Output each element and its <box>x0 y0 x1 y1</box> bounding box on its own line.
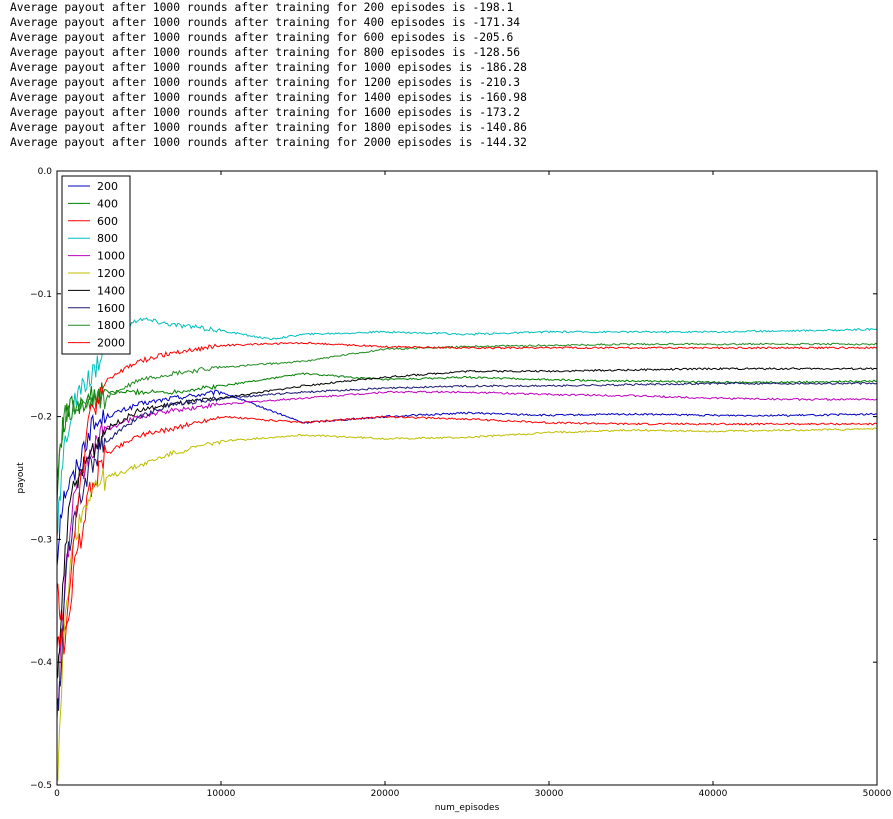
x-tick-label: 0 <box>54 789 60 799</box>
y-tick-label: −0.4 <box>30 658 52 668</box>
y-tick-label: 0.0 <box>38 167 53 177</box>
series-line-1600 <box>56 381 878 711</box>
plot-area <box>56 170 878 786</box>
y-tick-label: −0.5 <box>30 781 52 791</box>
output-line: Average payout after 1000 rounds after t… <box>10 31 514 44</box>
legend-label: 1400 <box>97 284 125 297</box>
x-tick-label: 20000 <box>371 789 400 799</box>
axis-ticks: 0 10000 20000 30000 40000 50000 0.0 −0.1 −0.2 −0.… <box>30 167 891 799</box>
output-line: Average payout after 1000 rounds after t… <box>10 76 521 89</box>
legend-label: 400 <box>97 197 118 210</box>
x-tick-label: 40000 <box>699 789 728 799</box>
series-line-1000 <box>56 390 878 719</box>
x-tick-label: 50000 <box>863 789 892 799</box>
output-line: Average payout after 1000 rounds after t… <box>10 136 527 149</box>
series-line-600 <box>56 415 878 632</box>
series-line-2000 <box>56 341 878 655</box>
legend-box <box>61 175 131 355</box>
y-tick-label: −0.2 <box>30 413 52 423</box>
legend-label: 1200 <box>97 267 125 280</box>
y-tick-label: −0.1 <box>30 290 52 300</box>
legend-label: 600 <box>97 215 118 228</box>
legend-label: 1000 <box>97 250 125 263</box>
series-line-1800 <box>56 342 878 478</box>
output-line: Average payout after 1000 rounds after t… <box>10 106 521 119</box>
series-line-400 <box>56 372 878 504</box>
legend-label: 2000 <box>97 337 125 350</box>
output-line: Average payout after 1000 rounds after t… <box>10 16 521 29</box>
x-tick-label: 30000 <box>535 789 564 799</box>
series-layer <box>56 317 878 781</box>
y-axis-label: payout <box>16 462 26 494</box>
output-log: Average payout after 1000 rounds after t… <box>10 0 527 150</box>
legend-label: 1800 <box>97 319 125 332</box>
output-line: Average payout after 1000 rounds after t… <box>10 46 521 59</box>
series-line-800 <box>56 317 878 537</box>
output-line: Average payout after 1000 rounds after t… <box>10 61 527 74</box>
legend-label: 800 <box>97 232 118 245</box>
series-line-200 <box>56 389 878 567</box>
output-line: Average payout after 1000 rounds after t… <box>10 121 527 134</box>
output-line: Average payout after 1000 rounds after t… <box>10 91 527 104</box>
legend-label: 200 <box>97 180 118 193</box>
legend-label: 1600 <box>97 302 125 315</box>
series-line-1400 <box>56 367 878 679</box>
x-tick-label: 10000 <box>207 789 236 799</box>
x-axis-label: num_episodes <box>435 803 500 813</box>
legend: 200 400 600 800 1000 1200 1400 1600 1800 2000 <box>61 175 131 355</box>
output-line: Average payout after 1000 rounds after t… <box>10 1 514 14</box>
series-line-1200 <box>56 427 878 781</box>
y-tick-label: −0.3 <box>30 535 52 545</box>
